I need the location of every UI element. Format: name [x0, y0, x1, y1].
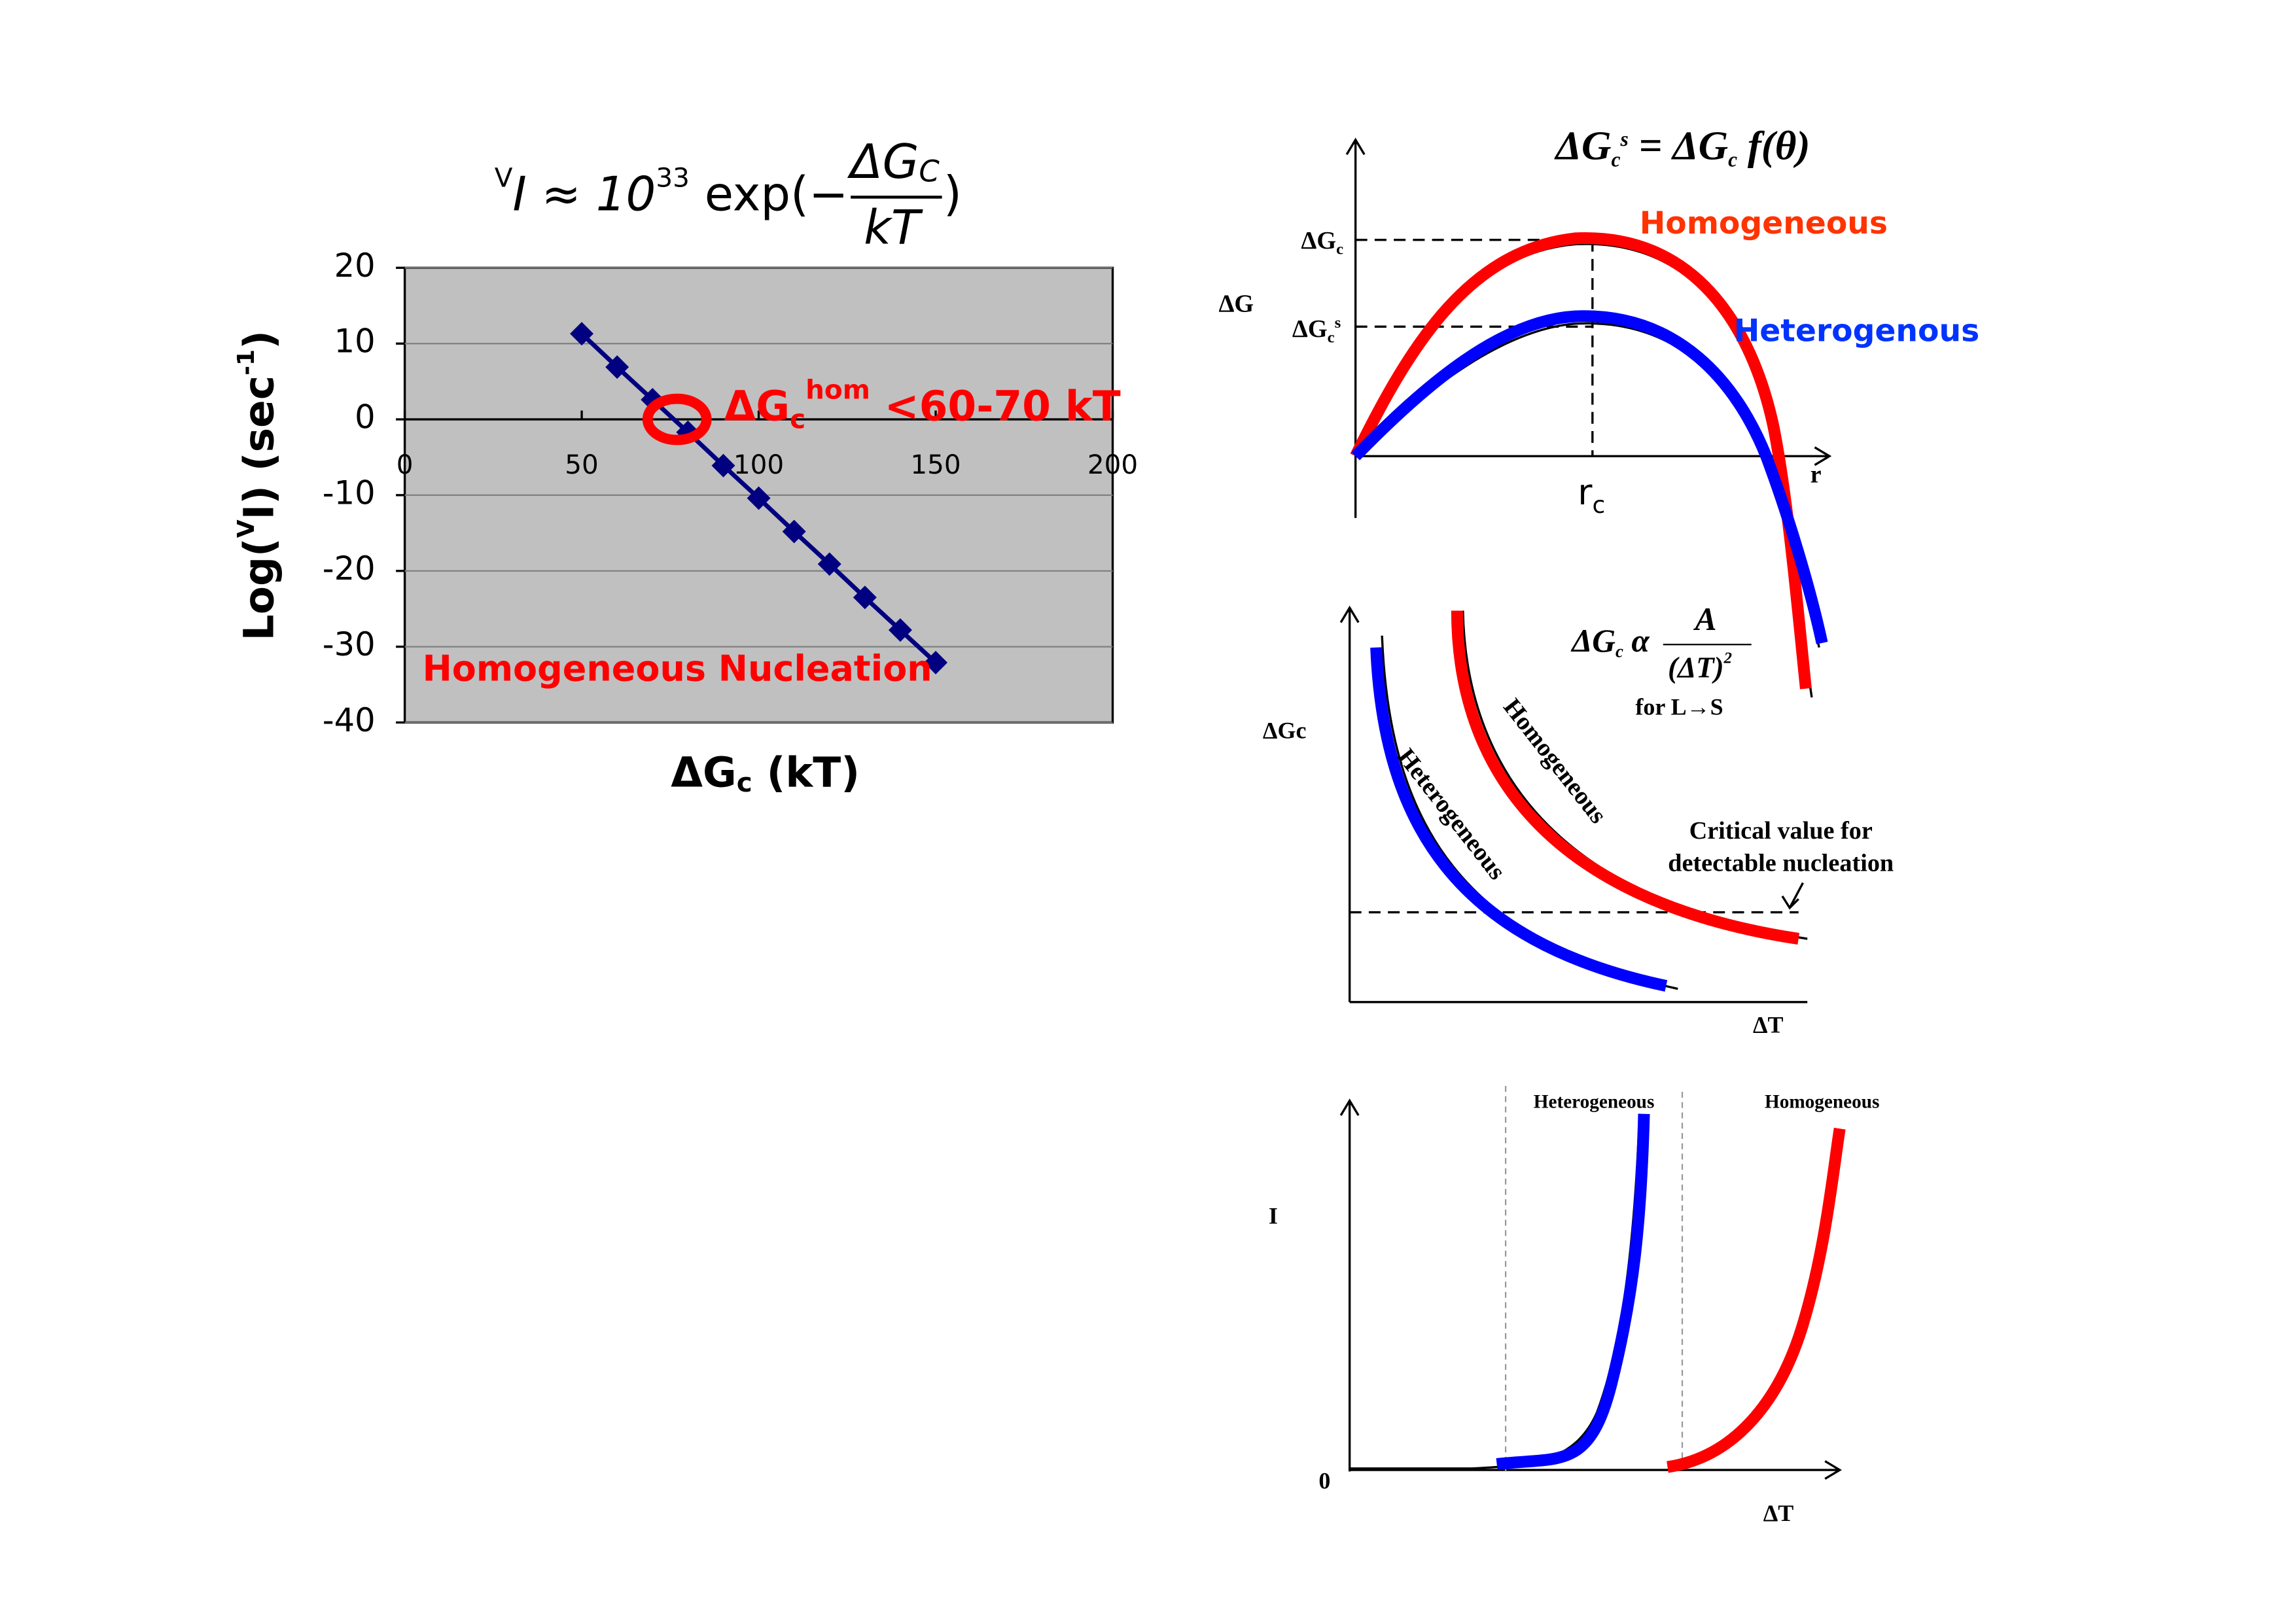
formula-part: c: [1616, 642, 1623, 661]
curve-label: Heterogeneous: [1534, 1092, 1655, 1113]
title-part: C: [919, 154, 940, 188]
heterogeneous-curve: [1351, 310, 1828, 644]
heterogeneous-curve: [1496, 1113, 1650, 1471]
curve-label: Homogeneous: [1640, 205, 1888, 241]
formula-part: ΔG: [1570, 623, 1616, 659]
label-part: ΔG: [1292, 315, 1328, 343]
heterogeneous-curve: [1370, 647, 1668, 992]
title-part: exp(−: [690, 166, 849, 221]
formula-denominator: (ΔT)2: [1668, 649, 1732, 684]
diagram-free-energy: ΔGcs = ΔGc f(θ) ΔG r ΔGc ΔGcs rc Homogen…: [1218, 123, 1979, 698]
formula-part: 2: [1723, 649, 1732, 667]
y-axis-label: I: [1269, 1203, 1278, 1229]
guide-lines: [1504, 1085, 1684, 1472]
label-part: c: [1328, 328, 1335, 346]
label-part: Log(: [235, 538, 283, 640]
label-part: c: [1593, 492, 1606, 519]
threshold-label: Critical value for: [1689, 817, 1873, 845]
title-part: I ≈ 10: [512, 166, 656, 221]
label-part: c: [737, 767, 752, 798]
label-part: -1: [233, 349, 260, 375]
diagram-formula: ΔGcs = ΔGc f(θ): [1554, 123, 1810, 171]
x-tick-label: 100: [733, 449, 784, 480]
homogeneous-curve: [1451, 610, 1800, 945]
y-axis-label: Log(VI) (sec-1): [233, 330, 283, 640]
highlight-ring: [642, 393, 712, 445]
x-tick-label: 50: [565, 449, 599, 480]
formula-note: for L→S: [1635, 693, 1723, 720]
label-part: s: [1335, 314, 1341, 332]
title-part: 33: [656, 162, 689, 193]
formula-part: c: [1612, 148, 1621, 171]
y-tick-label: -20: [323, 550, 376, 587]
title-denominator: kT: [864, 200, 923, 255]
label-part: (kT): [752, 748, 860, 796]
label-part: c: [1336, 240, 1343, 258]
label-part: <60-70 kT: [870, 382, 1121, 430]
y-tick-label: 0: [355, 398, 375, 436]
origin-label: 0: [1318, 1468, 1330, 1494]
label-part: r: [1578, 471, 1593, 512]
label-part: I) (sec: [235, 375, 283, 519]
x-mark-label: rc: [1578, 471, 1605, 518]
formula-part: s: [1619, 128, 1628, 150]
y-tick-label: 20: [334, 247, 376, 285]
x-axis-label: ΔT: [1753, 1011, 1784, 1038]
threshold-label: detectable nucleation: [1668, 849, 1894, 877]
formula-part: ΔG: [1554, 123, 1612, 169]
label-part: ): [235, 330, 283, 349]
label-part: ΔG: [724, 382, 790, 430]
y-tick-label: 10: [334, 323, 376, 360]
y-tick-label: -10: [323, 474, 376, 512]
marker: [924, 650, 948, 674]
marker: [711, 453, 735, 478]
homogeneous-curve: [1667, 1127, 1846, 1473]
formula-part: c: [1728, 148, 1737, 171]
level-label: ΔGcs: [1292, 314, 1341, 346]
curve-label: Homogeneous: [1765, 1092, 1879, 1113]
diagram-formula: ΔGc α: [1570, 623, 1650, 661]
title-part: V: [495, 162, 513, 193]
axes: [1345, 137, 1832, 518]
title-part: ): [944, 166, 962, 221]
x-axis-label: ΔGc (kT): [671, 748, 860, 797]
label-part: hom: [805, 374, 870, 405]
curve-label: Heterogenous: [1734, 313, 1979, 349]
formula-numerator: A: [1693, 601, 1716, 637]
axes: [1339, 1098, 1842, 1480]
x-tick-label: 150: [910, 449, 961, 480]
chart-title: VI ≈ 1033 exp(−: [495, 162, 849, 221]
x-tick-label: 0: [397, 449, 414, 480]
x-tick-label: 200: [1087, 449, 1138, 480]
label-part: ΔG: [671, 748, 736, 796]
y-tick-label: -40: [323, 701, 376, 739]
title-numerator: ΔGC: [847, 133, 940, 188]
limit-annotation: ΔGchom <60-70 kT: [724, 374, 1121, 434]
x-axis-label: r: [1810, 461, 1822, 489]
arrow: [1781, 882, 1804, 910]
level-label: ΔGc: [1301, 227, 1343, 258]
label-part: ΔG: [1301, 227, 1336, 254]
y-tick-label: -30: [323, 625, 376, 663]
title-part: ΔG: [847, 133, 919, 188]
y-axis-label: ΔG: [1218, 290, 1254, 318]
axes: [1339, 605, 1808, 1003]
marker: [605, 355, 629, 379]
formula-part: f(θ): [1737, 123, 1810, 169]
y-axis-label: ΔGc: [1263, 717, 1307, 743]
x-axis-label: ΔT: [1763, 1500, 1794, 1526]
marker: [888, 618, 912, 642]
label-part: c: [790, 403, 805, 434]
diagram-nucleation-rate: Heterogeneous Homogeneous I 0 ΔT: [1269, 1085, 1879, 1526]
formula-part: (ΔT): [1668, 652, 1724, 684]
label-part: V: [233, 519, 260, 538]
formula-part: α: [1623, 623, 1650, 659]
chart-annotation: Homogeneous Nucleation: [423, 648, 932, 689]
formula-part: = ΔG: [1629, 123, 1728, 169]
